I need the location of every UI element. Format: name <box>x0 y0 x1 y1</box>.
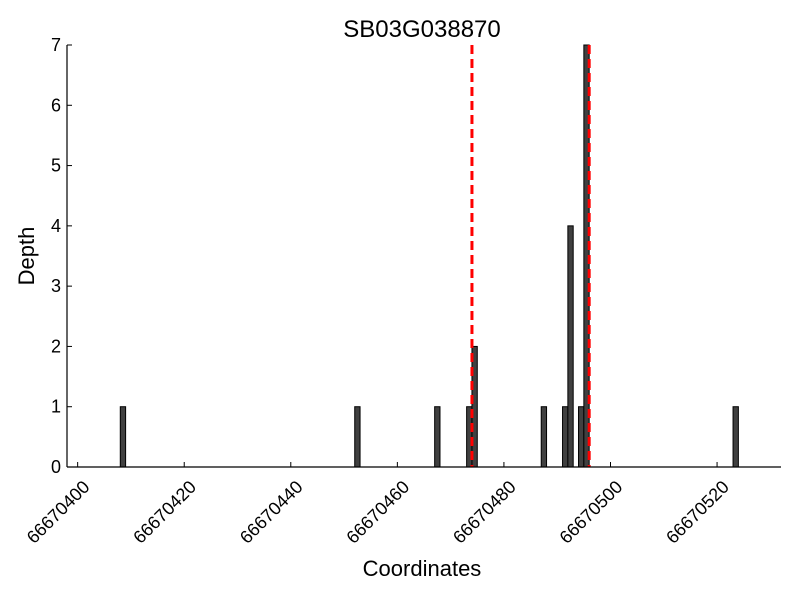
y-tick-label-2: 2 <box>51 336 61 356</box>
bar-5 <box>540 406 548 468</box>
x-tick-label-66670480: 66670480 <box>449 477 520 548</box>
y-tick-label-1: 1 <box>51 397 61 417</box>
bar-4 <box>471 345 478 468</box>
axes-layer <box>66 45 781 468</box>
chart-title: SB03G038870 <box>343 16 500 43</box>
x-tick-label-66670400: 66670400 <box>23 477 94 548</box>
bar-2 <box>434 406 441 468</box>
y-tick-label-4: 4 <box>51 216 61 236</box>
x-tick-label-66670500: 66670500 <box>556 477 627 548</box>
bar-0 <box>119 406 127 468</box>
x-tick-label-66670520: 66670520 <box>662 477 733 548</box>
x-tick-label-66670420: 66670420 <box>129 477 200 548</box>
x-tick-layer: 66670400 66670420 66670440 66670460 66670480… <box>23 462 733 548</box>
y-tick-label-7: 7 <box>51 35 61 55</box>
y-tick-label-6: 6 <box>51 95 61 115</box>
reference-lines-layer <box>470 45 591 467</box>
y-axis-title: Depth <box>14 227 39 286</box>
bar-10 <box>732 406 739 468</box>
x-axis-title: Coordinates <box>363 556 482 581</box>
x-tick-label-66670440: 66670440 <box>236 477 307 548</box>
y-tick-label-5: 5 <box>51 156 61 176</box>
bar-6 <box>562 406 569 468</box>
bar-7 <box>567 225 574 468</box>
y-tick-label-0: 0 <box>51 457 61 477</box>
y-tick-layer: 0 1 2 3 4 5 6 7 <box>51 35 72 477</box>
bar-8 <box>578 406 585 468</box>
bar-1 <box>354 406 361 468</box>
bars-layer <box>119 44 739 468</box>
y-tick-label-3: 3 <box>51 276 61 296</box>
x-tick-label-66670460: 66670460 <box>342 477 413 548</box>
